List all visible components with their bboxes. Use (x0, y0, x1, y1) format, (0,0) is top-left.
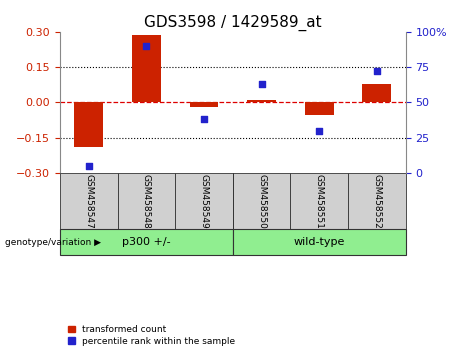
Bar (60, 229, 233, 255)
Point (142, 43, 150, 49)
Bar (305, 102, 334, 115)
Bar (60, 173, 118, 229)
Point (315, 128, 323, 133)
Text: GSM458547: GSM458547 (84, 174, 93, 228)
Bar (74, 102, 103, 147)
Text: GSM458548: GSM458548 (142, 174, 151, 228)
Text: GSM458549: GSM458549 (200, 174, 208, 228)
Bar (189, 102, 219, 107)
Text: GSM458550: GSM458550 (257, 173, 266, 228)
Text: GSM458551: GSM458551 (315, 173, 324, 228)
Text: GSM458552: GSM458552 (372, 174, 381, 228)
Point (200, 116, 207, 122)
Bar (362, 84, 391, 102)
Title: GDS3598 / 1429589_at: GDS3598 / 1429589_at (144, 14, 322, 30)
Text: wild-type: wild-type (294, 237, 345, 247)
Point (85, 163, 92, 169)
Bar (247, 100, 276, 102)
Text: genotype/variation ▶: genotype/variation ▶ (5, 238, 100, 247)
Bar (290, 173, 348, 229)
Point (373, 69, 381, 74)
Bar (348, 173, 406, 229)
Point (258, 81, 266, 87)
Bar (233, 229, 406, 255)
Bar (132, 35, 161, 102)
Bar (175, 173, 233, 229)
Bar (118, 173, 175, 229)
Bar (233, 173, 290, 229)
Legend: transformed count, percentile rank within the sample: transformed count, percentile rank withi… (65, 321, 239, 349)
Text: p300 +/-: p300 +/- (122, 237, 171, 247)
